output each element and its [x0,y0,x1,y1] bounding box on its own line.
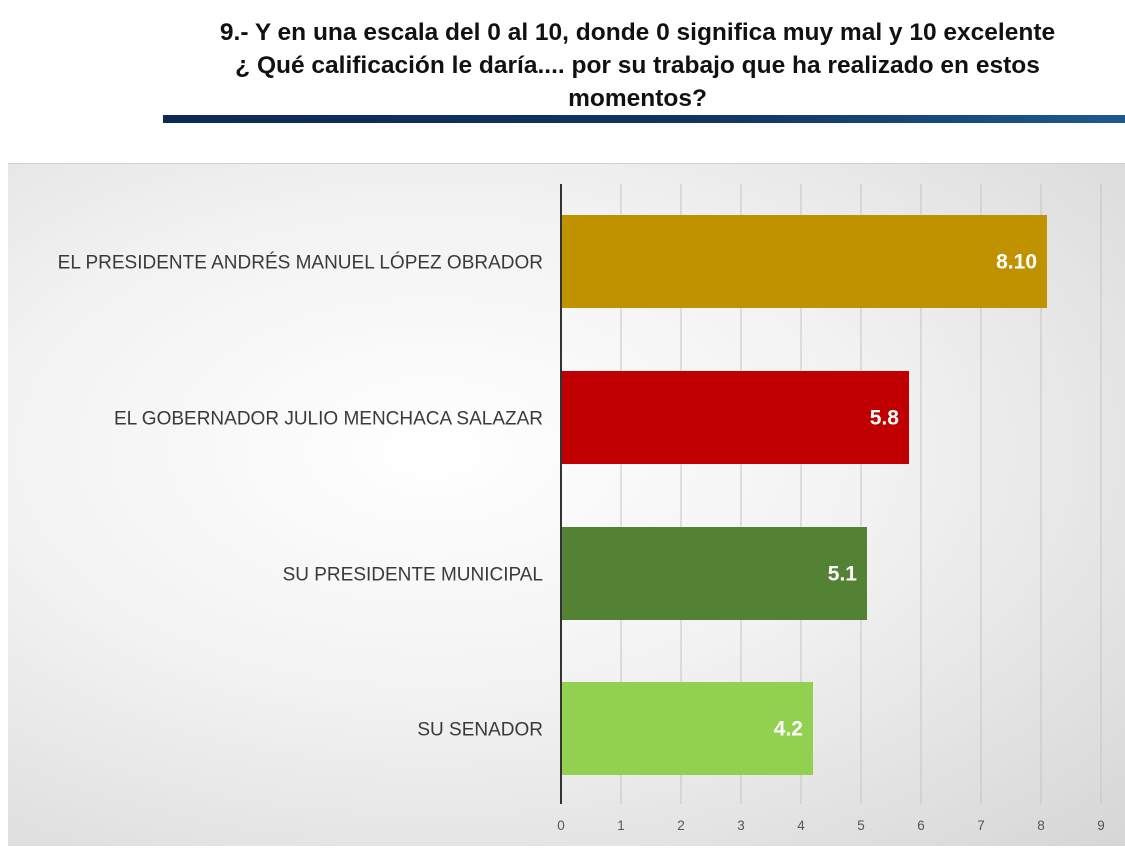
x-tick-label: 1 [617,818,625,833]
x-tick-label: 7 [977,818,985,833]
bar [561,215,1047,308]
category-label: EL PRESIDENTE ANDRÉS MANUEL LÓPEZ OBRADO… [58,252,543,274]
title-line-3: momentos? [568,85,707,112]
x-tick-label: 6 [917,818,925,833]
bar-value-label: 5.1 [828,563,858,586]
x-tick-label: 0 [557,818,565,833]
bar-value-label: 8.10 [996,251,1037,274]
bar [561,527,867,620]
x-tick-label: 5 [857,818,865,833]
category-label: SU SENADOR [417,720,543,741]
x-tick-label: 9 [1097,818,1105,833]
title-underline [163,115,1125,123]
x-tick-label: 4 [797,818,805,833]
bar-value-label: 4.2 [774,718,803,741]
chart-panel: 8.10 EL PRESIDENTE ANDRÉS MANUEL LÓPEZ OB… [8,163,1125,846]
bar [561,371,909,464]
bar-chart: 8.10 EL PRESIDENTE ANDRÉS MANUEL LÓPEZ OB… [58,184,1105,833]
x-tick-label: 3 [737,818,745,833]
title-line-2: ¿ Qué calificación le daría.... por su t… [235,52,1040,79]
bar-value-label: 5.8 [870,407,900,430]
category-label: SU PRESIDENTE MUNICIPAL [283,565,543,586]
chart-title: 9.- Y en una escala del 0 al 10, donde 0… [150,16,1125,115]
bar [561,682,813,775]
x-tick-label: 2 [677,818,685,833]
x-tick-label: 8 [1037,818,1045,833]
title-line-1: 9.- Y en una escala del 0 al 10, donde 0… [219,19,1056,46]
category-label: EL GOBERNADOR JULIO MENCHACA SALAZAR [114,409,543,430]
